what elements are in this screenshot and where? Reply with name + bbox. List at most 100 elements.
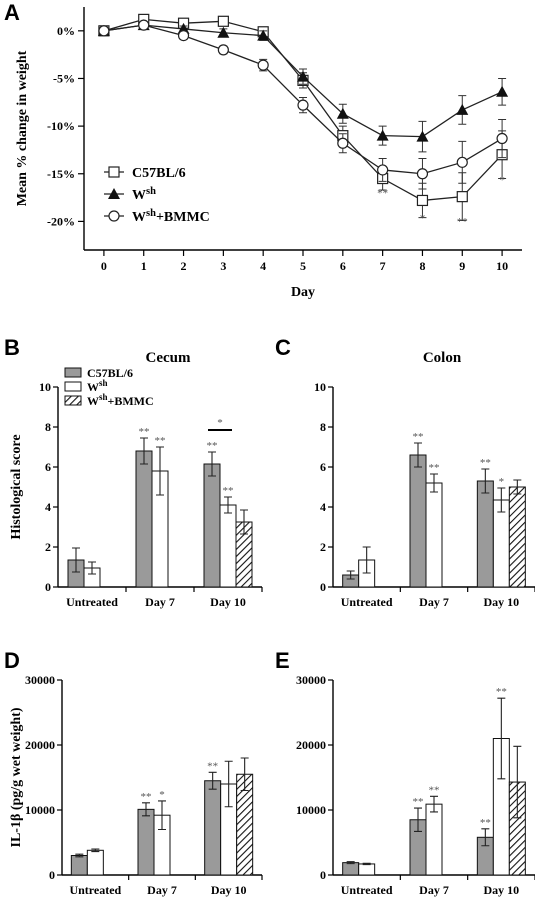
x-tick-label: 2 (181, 259, 187, 273)
bar-wsh-bmmc-day-10 (508, 486, 526, 588)
significance-stars: ** (413, 796, 424, 808)
data-point-wsh-bmmc (377, 164, 389, 176)
bar-c57bl-6-day-7 (135, 450, 153, 588)
data-point-c57bl-6 (456, 191, 468, 203)
x-tick-label: 1 (141, 259, 147, 273)
x-tick-label: 10 (496, 259, 508, 273)
legend-label: Wsh+BMMC (87, 392, 154, 408)
error-bar (362, 546, 371, 574)
significance-stars: ** (480, 817, 491, 829)
significance-stars: ** (429, 784, 440, 796)
error-bar (158, 800, 166, 831)
x-tick-label: 7 (380, 259, 386, 273)
y-tick-label: 20000 (296, 738, 326, 752)
chart-title: Colon (423, 350, 462, 366)
x-tick-label: Untreated (341, 883, 393, 897)
data-point-wsh-bmmc (297, 99, 309, 111)
x-tick-label: Day 10 (483, 883, 519, 897)
data-point-wsh (496, 85, 509, 97)
legend-marker (108, 210, 120, 222)
panel-letter-d: D (4, 648, 20, 673)
x-tick-label: Day 7 (147, 883, 177, 897)
error-bar (91, 848, 100, 853)
data-point-c57bl-6 (217, 15, 229, 27)
error-bar (414, 807, 422, 832)
y-tick-label: 0 (320, 868, 326, 882)
error-bar (513, 479, 522, 495)
y-tick-label: 6 (320, 460, 326, 474)
error-bar (75, 853, 84, 858)
error-bar (481, 468, 490, 494)
bar-c57bl-6-day-7 (137, 808, 155, 876)
data-point-wsh-bmmc (456, 156, 468, 168)
x-tick-label: 5 (300, 259, 306, 273)
bar-c57bl-6-untreated (342, 862, 360, 876)
series-c57bl-6 (98, 13, 508, 221)
y-tick-label: 8 (45, 420, 51, 434)
bar-wsh-untreated (86, 849, 104, 876)
bar-c57bl-6-day-10 (203, 463, 221, 588)
data-point-wsh (336, 107, 349, 119)
bar-wsh-untreated (358, 863, 376, 876)
bar-c57bl-6-day-10 (204, 780, 222, 876)
panel-letter-c: C (275, 335, 291, 360)
error-bar (430, 473, 438, 493)
error-bar (430, 795, 438, 813)
data-point-wsh-bmmc (217, 44, 229, 56)
y-axis-title: Histological score (9, 434, 24, 539)
data-point-wsh (217, 26, 230, 38)
significance-stars: ** (139, 426, 150, 438)
y-tick-label: 30000 (296, 673, 326, 687)
x-tick-label: 6 (340, 259, 346, 273)
x-tick-label: 4 (260, 259, 266, 273)
error-bar (208, 451, 216, 477)
legend-label: Wsh+BMMC (132, 208, 210, 225)
data-point-wsh-bmmc (98, 25, 110, 37)
y-tick-label: 10 (39, 380, 51, 394)
cecum-il1b-bar-chart: 0 10000 20000 30000 IL-1β (pg/g wet weight) U… (9, 673, 263, 897)
y-tick-label: 0 (49, 868, 55, 882)
significance-stars: * (499, 476, 505, 488)
data-point-wsh-bmmc (496, 132, 508, 145)
legend-marker (108, 166, 120, 178)
significance-stars: ** (496, 686, 507, 698)
y-tick-label: 10 (314, 380, 326, 394)
panel-letter-e: E (275, 648, 290, 673)
error-bar (88, 561, 96, 575)
significance-stars: * (159, 789, 165, 801)
data-point-wsh-bmmc (177, 29, 190, 42)
legend-label: C57BL/6 (87, 366, 133, 380)
y-tick-label: 10000 (25, 803, 55, 817)
x-tick-label: Day 10 (210, 595, 246, 609)
y-tick-label: 2 (320, 540, 326, 554)
error-bar (224, 496, 232, 514)
error-bar (240, 757, 249, 792)
x-tick-label: 8 (419, 259, 425, 273)
x-tick-label: 0 (101, 259, 107, 273)
y-tick-label: 8 (320, 420, 326, 434)
data-point-wsh (376, 129, 389, 141)
error-bar (346, 861, 355, 865)
error-bar (208, 771, 217, 790)
cecum-histology-bar-chart: 0 2 4 6 8 10 Cecum Histological score Untreated D… (9, 350, 263, 609)
significance-bracket-star: * (217, 417, 223, 429)
error-bar (156, 446, 164, 496)
bar-wsh-day-7 (425, 482, 443, 588)
x-axis-title: Day (291, 285, 315, 300)
legend-label: C57BL/6 (132, 166, 186, 181)
significance-stars: ** (207, 440, 218, 452)
y-tick-label: 2 (45, 540, 51, 554)
panel-letter-a: A (4, 0, 20, 25)
bar-wsh-day-7 (425, 803, 443, 876)
y-axis-title: Mean % change in weight (15, 50, 30, 206)
x-tick-label: Untreated (66, 595, 118, 609)
error-bar (362, 862, 371, 866)
y-tick-label: 30000 (25, 673, 55, 687)
y-axis-title: IL-1β (pg/g wet weight) (9, 707, 24, 847)
y-tick-label: 0 (45, 580, 51, 594)
data-point-wsh-bmmc (257, 59, 269, 71)
significance-stars: ** (413, 431, 424, 443)
panel-letter-b: B (4, 335, 20, 360)
